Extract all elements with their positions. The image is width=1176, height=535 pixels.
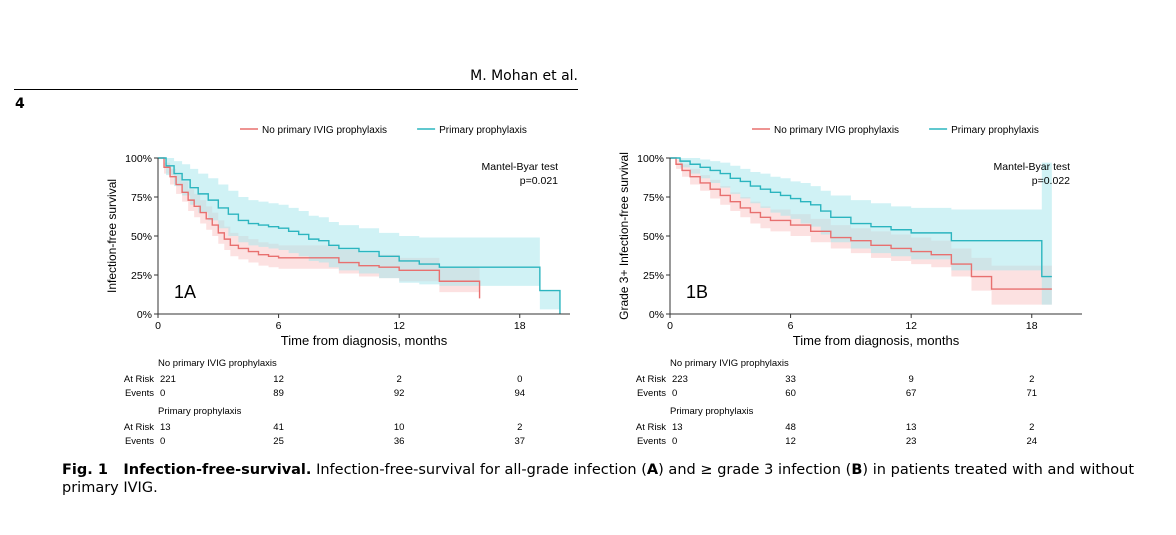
risk-cell-0-1-1: 89 <box>273 388 284 399</box>
risk-row-label-0-1: Events <box>637 388 666 399</box>
ci-band-1 <box>670 158 1052 305</box>
risk-row-label-1-0: At Risk <box>636 422 666 433</box>
x-tick-label-0: 0 <box>155 320 161 332</box>
risk-cell-1-1-2: 23 <box>906 436 917 447</box>
risk-cell-1-0-1: 48 <box>785 422 796 433</box>
risk-cell-0-1-1: 60 <box>785 388 796 399</box>
x-tick-label-0: 0 <box>667 320 673 332</box>
y-tick-label-2: 50% <box>131 231 152 243</box>
risk-cell-1-1-1: 25 <box>273 436 284 447</box>
risk-group-label-0: No primary IVIG prophylaxis <box>158 358 277 369</box>
risk-cell-1-1-3: 24 <box>1026 436 1037 447</box>
risk-cell-1-1-0: 0 <box>160 436 165 447</box>
x-axis-title: Time from diagnosis, months <box>281 333 448 348</box>
risk-cell-0-1-3: 71 <box>1026 388 1037 399</box>
y-tick-label-0: 0% <box>649 309 664 321</box>
x-tick-label-1: 6 <box>788 320 794 332</box>
caption-label-a: A <box>646 462 659 478</box>
survival-line-0 <box>158 157 481 299</box>
x-tick-label-3: 18 <box>1026 320 1038 332</box>
figure-panel-a: No primary IVIG prophylaxis Primary proph… <box>100 114 600 454</box>
risk-cell-1-0-3: 2 <box>1029 422 1034 433</box>
running-head: M. Mohan et al. <box>470 68 578 84</box>
km-chart-1: No primary IVIG prophylaxis Primary proph… <box>617 125 1082 447</box>
risk-cell-0-1-2: 67 <box>906 388 917 399</box>
figure-panel-b: No primary IVIG prophylaxis Primary proph… <box>612 114 1112 454</box>
survival-line-0 <box>670 157 1052 290</box>
y-tick-label-4: 100% <box>125 153 152 165</box>
caption-label-b: B <box>851 462 863 478</box>
risk-cell-0-0-1: 12 <box>273 374 284 385</box>
caption-fig-label: Fig. 1 <box>62 462 108 478</box>
risk-cell-1-1-0: 0 <box>672 436 677 447</box>
y-tick-label-1: 25% <box>643 270 664 282</box>
caption-title: Infection-free-survival. <box>123 462 312 478</box>
panel-label: 1B <box>686 282 708 302</box>
risk-row-label-0-1: Events <box>125 388 154 399</box>
risk-cell-0-1-2: 92 <box>394 388 405 399</box>
risk-group-label-1: Primary prophylaxis <box>670 406 754 417</box>
test-label: Mantel-Byar test <box>994 161 1071 173</box>
figure-caption: Fig. 1 Infection-free-survival. Infectio… <box>62 461 1134 497</box>
caption-text-3: ) in patients treated with and without p… <box>62 462 1135 496</box>
risk-row-label-0-0: At Risk <box>124 374 154 385</box>
caption-text-2: ) and ≥ grade 3 infection ( <box>658 462 852 478</box>
x-tick-label-2: 12 <box>905 320 917 332</box>
legend-label-1: Primary prophylaxis <box>439 125 527 136</box>
survival-line-1 <box>670 157 1052 278</box>
y-tick-label-0: 0% <box>137 309 152 321</box>
risk-cell-1-0-3: 2 <box>517 422 522 433</box>
p-value-label: p=0.022 <box>1032 175 1070 187</box>
risk-cell-0-0-0: 221 <box>160 374 176 385</box>
risk-cell-1-1-2: 36 <box>394 436 405 447</box>
y-axis-title: Grade 3+ Infection-free survival <box>617 152 631 320</box>
y-tick-label-2: 50% <box>643 231 664 243</box>
chart-legend: No primary IVIG prophylaxis Primary proph… <box>752 125 1039 136</box>
risk-cell-0-1-0: 0 <box>672 388 677 399</box>
risk-cell-1-0-0: 13 <box>160 422 171 433</box>
panel-label: 1A <box>174 282 196 302</box>
y-tick-label-3: 75% <box>131 192 152 204</box>
km-chart-0: No primary IVIG prophylaxis Primary proph… <box>105 125 570 447</box>
legend-label-1: Primary prophylaxis <box>951 125 1039 136</box>
ci-band-1 <box>158 158 560 314</box>
page-number: 4 <box>15 96 25 112</box>
risk-row-label-0-0: At Risk <box>636 374 666 385</box>
risk-row-label-1-0: At Risk <box>124 422 154 433</box>
y-tick-label-1: 25% <box>131 270 152 282</box>
risk-group-label-0: No primary IVIG prophylaxis <box>670 358 789 369</box>
legend-label-0: No primary IVIG prophylaxis <box>262 125 387 136</box>
legend-label-0: No primary IVIG prophylaxis <box>774 125 899 136</box>
survival-line-1 <box>158 157 561 314</box>
risk-cell-1-1-3: 37 <box>514 436 525 447</box>
x-axis-title: Time from diagnosis, months <box>793 333 960 348</box>
risk-cell-0-1-3: 94 <box>514 388 525 399</box>
risk-cell-1-0-1: 41 <box>273 422 284 433</box>
risk-row-label-1-1: Events <box>637 436 666 447</box>
risk-cell-1-0-2: 13 <box>906 422 917 433</box>
risk-cell-1-1-1: 12 <box>785 436 796 447</box>
p-value-label: p=0.021 <box>520 175 558 187</box>
test-label: Mantel-Byar test <box>482 161 559 173</box>
risk-cell-0-0-2: 2 <box>397 374 402 385</box>
y-tick-label-3: 75% <box>643 192 664 204</box>
risk-cell-0-0-0: 223 <box>672 374 688 385</box>
y-tick-label-4: 100% <box>637 153 664 165</box>
x-tick-label-2: 12 <box>393 320 405 332</box>
y-axis-title: Infection-free survival <box>105 179 119 293</box>
risk-cell-1-0-0: 13 <box>672 422 683 433</box>
risk-cell-0-0-2: 9 <box>909 374 914 385</box>
risk-cell-0-0-3: 2 <box>1029 374 1034 385</box>
risk-cell-0-0-3: 0 <box>517 374 522 385</box>
risk-cell-0-1-0: 0 <box>160 388 165 399</box>
x-tick-label-1: 6 <box>276 320 282 332</box>
header-rule <box>14 89 578 90</box>
risk-cell-0-0-1: 33 <box>785 374 796 385</box>
risk-group-label-1: Primary prophylaxis <box>158 406 242 417</box>
caption-text-1: Infection-free-survival for all-grade in… <box>311 462 647 478</box>
chart-legend: No primary IVIG prophylaxis Primary proph… <box>240 125 527 136</box>
x-tick-label-3: 18 <box>514 320 526 332</box>
risk-cell-1-0-2: 10 <box>394 422 405 433</box>
risk-row-label-1-1: Events <box>125 436 154 447</box>
